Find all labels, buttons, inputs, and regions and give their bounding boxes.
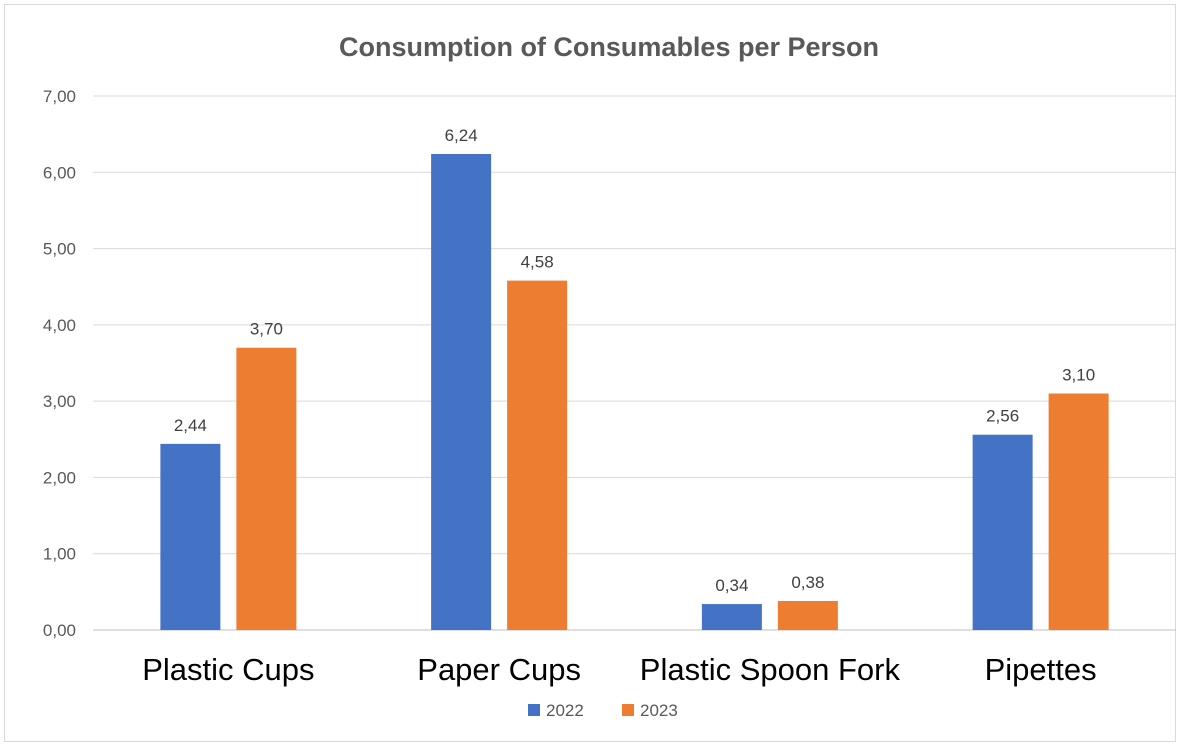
data-label-2023-1: 4,58 — [521, 253, 554, 272]
bar-2023-0 — [236, 347, 297, 630]
legend: 2022 2023 — [528, 701, 678, 720]
y-tick-label-6: 6,00 — [43, 163, 76, 182]
y-tick-label-0: 0,00 — [43, 621, 76, 640]
y-axis-ticks: 0,00 1,00 2,00 3,00 4,00 5,00 6,00 7,00 — [43, 87, 76, 640]
y-tick-label-2: 2,00 — [43, 468, 76, 487]
legend-swatch-2023 — [622, 704, 634, 716]
x-tick-label-1: Paper Cups — [417, 652, 581, 687]
x-axis-ticks: Plastic Cups Paper Cups Plastic Spoon Fork… — [142, 652, 1096, 687]
y-tick-label-1: 1,00 — [43, 545, 76, 564]
y-tick-label-4: 4,00 — [43, 316, 76, 335]
data-label-2023-0: 3,70 — [250, 320, 283, 339]
bar-2022-1 — [431, 153, 492, 630]
data-label-2022-0: 2,44 — [174, 416, 207, 435]
data-label-2023-2: 0,38 — [791, 573, 824, 592]
legend-label-2023: 2023 — [640, 701, 678, 720]
bar-2022-3 — [972, 434, 1033, 630]
x-tick-label-3: Pipettes — [985, 652, 1097, 687]
data-labels: 2,44 3,70 6,24 4,58 0,34 0,38 2,56 3,10 — [174, 126, 1095, 595]
y-tick-label-3: 3,00 — [43, 392, 76, 411]
bars — [160, 153, 1109, 630]
x-tick-label-2: Plastic Spoon Fork — [640, 652, 901, 687]
bar-2023-3 — [1048, 393, 1109, 630]
bar-2022-0 — [160, 443, 221, 630]
legend-swatch-2022 — [528, 704, 540, 716]
chart-title: Consumption of Consumables per Person — [339, 32, 879, 62]
bar-2022-2 — [701, 604, 762, 630]
bar-2023-1 — [507, 280, 568, 630]
data-label-2022-2: 0,34 — [715, 576, 748, 595]
bar-2023-2 — [777, 601, 838, 630]
data-label-2022-3: 2,56 — [986, 407, 1019, 426]
x-tick-label-0: Plastic Cups — [142, 652, 314, 687]
y-tick-label-5: 5,00 — [43, 240, 76, 259]
data-label-2023-3: 3,10 — [1062, 366, 1095, 385]
legend-label-2022: 2022 — [546, 701, 584, 720]
data-label-2022-1: 6,24 — [445, 126, 478, 145]
y-tick-label-7: 7,00 — [43, 87, 76, 106]
